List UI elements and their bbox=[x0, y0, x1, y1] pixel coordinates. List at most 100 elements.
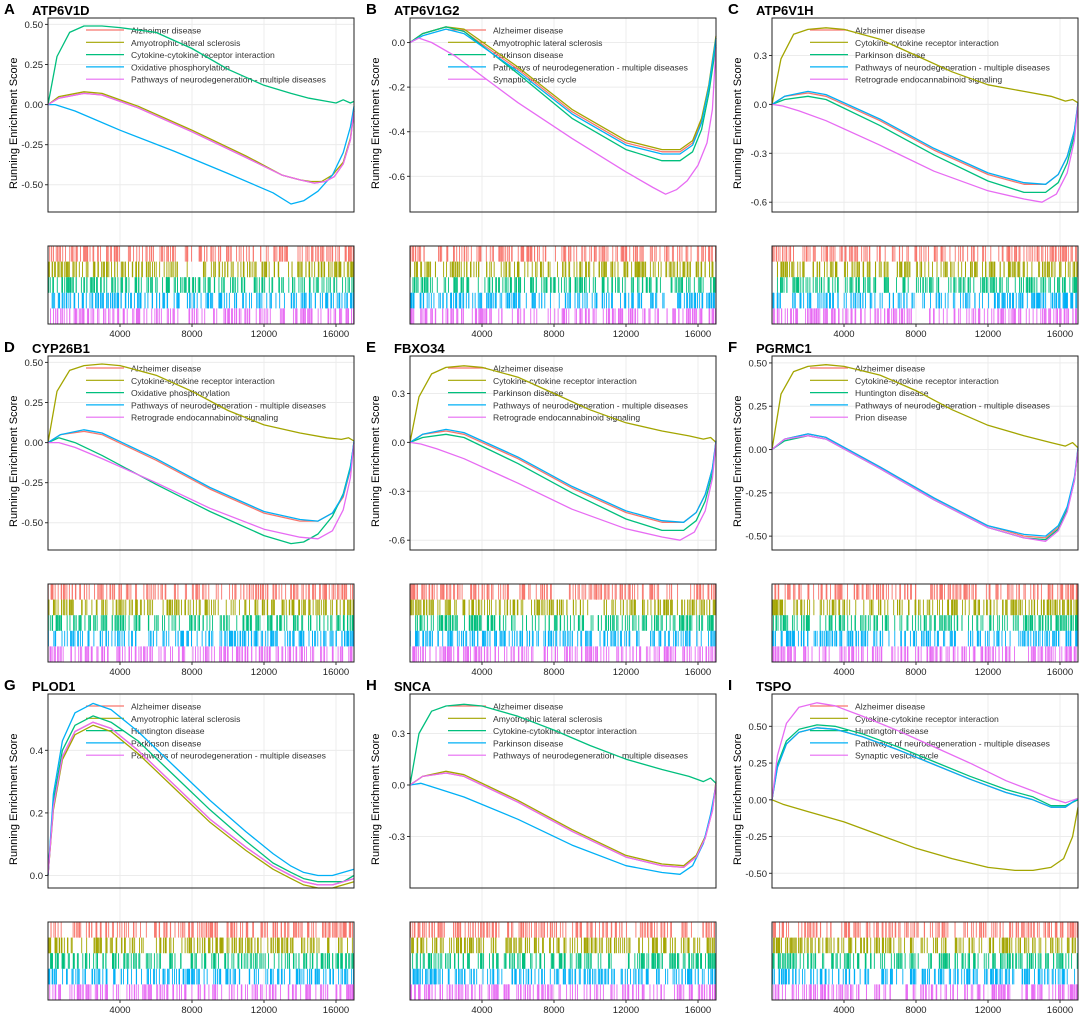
panel-gene-title: PGRMC1 bbox=[756, 341, 812, 356]
series-line bbox=[47, 363, 355, 443]
x-tick-label: 16000 bbox=[685, 329, 711, 340]
legend-entry: Pathways of neurodegeneration - multiple… bbox=[855, 400, 1050, 410]
x-tick-label: 16000 bbox=[685, 667, 711, 678]
y-tick-label: 0.0 bbox=[754, 100, 767, 111]
legend-entry: Parkinson disease bbox=[493, 388, 563, 398]
panel-gene-title: ATP6V1D bbox=[32, 3, 90, 18]
x-tick-label: 8000 bbox=[543, 667, 564, 678]
series-line bbox=[409, 37, 717, 195]
x-tick-label: 12000 bbox=[613, 329, 639, 340]
y-tick-label: -0.6 bbox=[751, 198, 767, 209]
enrichment-chart: Alzheimer disease Cytokine-cytokine recep… bbox=[751, 17, 1079, 340]
legend-entry: Pathways of neurodegeneration - multiple… bbox=[855, 62, 1050, 72]
y-tick-label: -0.3 bbox=[751, 149, 767, 160]
panel-gene-title: ATP6V1G2 bbox=[394, 3, 460, 18]
legend-entry: Alzheimer disease bbox=[493, 26, 563, 36]
series-line bbox=[771, 90, 1079, 185]
series-line bbox=[48, 441, 355, 540]
series-line bbox=[409, 428, 717, 523]
series-line bbox=[771, 92, 1079, 185]
legend-entry: Oxidative phosphorylation bbox=[131, 388, 230, 398]
y-tick-label: 0.00 bbox=[25, 438, 44, 449]
enrichment-chart: Alzheimer disease Cytokine-cytokine recep… bbox=[745, 355, 1079, 678]
series-line bbox=[409, 441, 717, 541]
series-line bbox=[771, 435, 1079, 541]
x-tick-label: 12000 bbox=[613, 667, 639, 678]
gsea-panel-c: C ATP6V1H Running Enrichment Score Alzheime… bbox=[724, 0, 1084, 340]
legend-entry: Parkinson disease bbox=[493, 50, 563, 60]
plot-frame bbox=[771, 17, 1079, 213]
y-tick-label: 0.50 bbox=[25, 20, 44, 31]
legend-entry: Alzheimer disease bbox=[855, 26, 925, 36]
series-line bbox=[771, 433, 1079, 537]
legend-entry: Alzheimer disease bbox=[131, 364, 201, 374]
legend-entry: Alzheimer disease bbox=[855, 364, 925, 374]
series-line bbox=[409, 433, 717, 532]
series-line bbox=[771, 95, 1079, 194]
plot-frame bbox=[47, 355, 355, 551]
x-tick-label: 4000 bbox=[471, 329, 492, 340]
panel-letter: A bbox=[4, 1, 15, 18]
gsea-panel-b: B ATP6V1G2 Running Enrichment Score Alzheim… bbox=[362, 0, 722, 340]
legend-entry: Alzheimer disease bbox=[131, 26, 201, 36]
x-tick-label: 8000 bbox=[543, 329, 564, 340]
y-tick-label: -0.2 bbox=[389, 83, 405, 94]
series-line bbox=[47, 429, 355, 522]
legend-entry: Cytokine-cytokine receptor interaction bbox=[493, 376, 637, 386]
enrichment-chart: Alzheimer disease Amyotrophic lateral scl… bbox=[21, 17, 355, 340]
panel-gene-title: ATP6V1H bbox=[756, 3, 814, 18]
x-tick-label: 12000 bbox=[251, 329, 277, 340]
y-tick-label: 0.25 bbox=[25, 60, 44, 71]
x-tick-label: 4000 bbox=[833, 329, 854, 340]
x-tick-label: 8000 bbox=[181, 667, 202, 678]
panel-letter: B bbox=[366, 1, 377, 18]
legend-entry: Pathways of neurodegeneration - multiple… bbox=[493, 62, 688, 72]
y-tick-label: 0.00 bbox=[25, 100, 44, 111]
x-tick-label: 12000 bbox=[251, 667, 277, 678]
legend-entry: Amyotrophic lateral sclerosis bbox=[493, 38, 602, 48]
y-tick-label: -0.4 bbox=[389, 127, 405, 138]
series-line bbox=[409, 430, 717, 523]
series-line bbox=[47, 437, 355, 545]
x-tick-label: 12000 bbox=[975, 329, 1001, 340]
legend-entry: Pathways of neurodegeneration - multiple… bbox=[493, 400, 688, 410]
hit-strip-frame bbox=[409, 583, 717, 663]
hit-strip-frame bbox=[47, 245, 355, 325]
x-tick-label: 16000 bbox=[323, 667, 349, 678]
x-tick-label: 8000 bbox=[181, 329, 202, 340]
panel-letter: E bbox=[366, 339, 377, 356]
y-tick-label: 0.50 bbox=[25, 358, 44, 369]
legend-entry: Cytokine-cytokine receptor interaction bbox=[855, 38, 999, 48]
y-tick-label: -0.3 bbox=[389, 487, 405, 498]
legend-entry: Pathways of neurodegeneration - multiple… bbox=[131, 75, 326, 85]
legend-entry: Retrograde endocannabinoid signaling bbox=[855, 75, 1002, 85]
y-tick-label: 0.50 bbox=[749, 358, 768, 369]
x-tick-label: 4000 bbox=[109, 329, 130, 340]
legend-entry: Alzheimer disease bbox=[493, 364, 563, 374]
gsea-panel-e: E FBXO34 Running Enrichment Score Alzheimer… bbox=[362, 338, 722, 678]
series-line bbox=[409, 28, 717, 155]
series-line bbox=[47, 25, 355, 105]
legend-entry: Cytokine-cytokine receptor interaction bbox=[855, 376, 999, 386]
series-line bbox=[409, 26, 717, 162]
gsea-panel-d: D CYP26B1 Running Enrichment Score Alzheime… bbox=[0, 338, 360, 678]
x-tick-label: 16000 bbox=[323, 329, 349, 340]
panel-letter: F bbox=[728, 339, 738, 356]
panel-gene-title: CYP26B1 bbox=[32, 341, 90, 356]
y-tick-label: 0.0 bbox=[392, 38, 405, 49]
x-tick-label: 4000 bbox=[471, 667, 492, 678]
y-tick-label: 0.3 bbox=[754, 51, 767, 62]
legend-entry: Pathways of neurodegeneration - multiple… bbox=[131, 400, 326, 410]
y-tick-label: -0.50 bbox=[21, 180, 43, 191]
y-tick-label: 0.00 bbox=[749, 445, 768, 456]
legend-entry: Parkinson disease bbox=[855, 50, 925, 60]
plot-frame bbox=[47, 17, 355, 213]
y-tick-label: -0.6 bbox=[389, 536, 405, 547]
gsea-panel-f: F PGRMC1 Running Enrichment Score Alzheimer… bbox=[724, 338, 1084, 678]
y-tick-label: 0.25 bbox=[25, 398, 44, 409]
y-tick-label: -0.50 bbox=[21, 518, 43, 529]
panel-letter: C bbox=[728, 1, 739, 18]
series-line bbox=[771, 435, 1079, 542]
y-tick-label: 0.0 bbox=[392, 438, 405, 449]
series-line bbox=[771, 103, 1079, 203]
